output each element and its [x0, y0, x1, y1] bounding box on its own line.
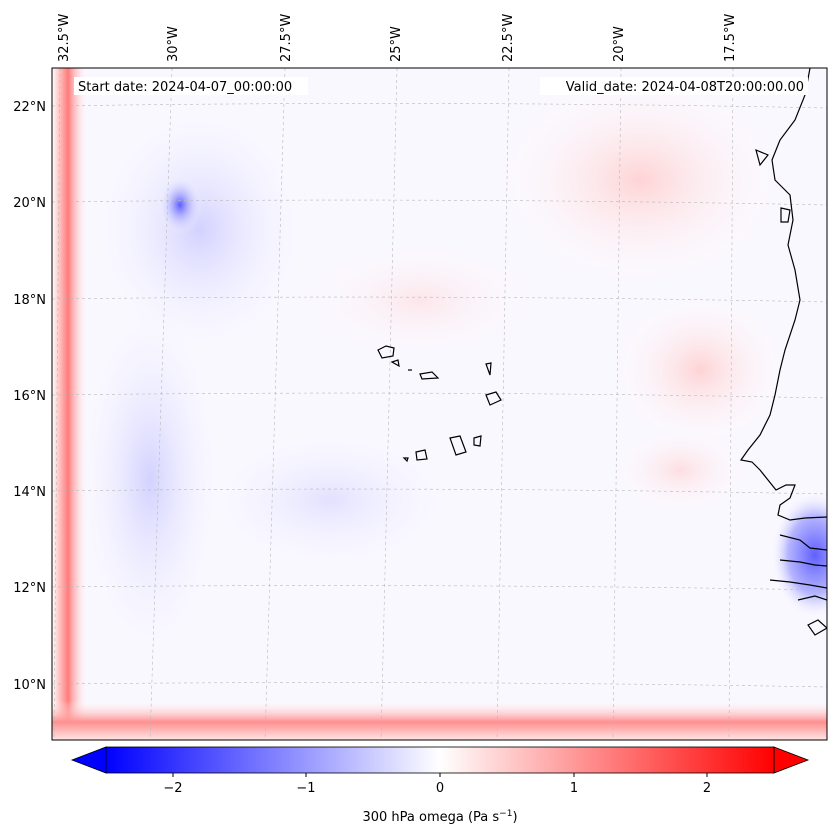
- blue-maximum: [158, 175, 202, 235]
- meridian-25w: [380, 68, 398, 740]
- santo-antao-island: [377, 345, 395, 359]
- colorbar-tick-label: 0: [436, 781, 444, 796]
- lat-label-12n: 12°N: [13, 581, 46, 596]
- blue-region-coast: [770, 490, 827, 620]
- colorbar-title-exponent: −1: [499, 809, 512, 819]
- brava-island: [402, 457, 409, 463]
- meridian-20w: [612, 68, 622, 740]
- sal-island: [485, 362, 492, 376]
- red-region-northeast: [490, 70, 790, 290]
- blue-region-center: [190, 420, 470, 580]
- red-region-southeast: [610, 425, 750, 515]
- red-region-east: [610, 290, 790, 450]
- lon-label-17-5w: 17.5°W: [723, 14, 738, 62]
- omega-field: [52, 68, 827, 740]
- lon-label-22-5w: 22.5°W: [501, 14, 516, 62]
- colorbar-title: 300 hPa omega (Pa s−1): [362, 809, 517, 825]
- parallel-20n: [52, 199, 827, 206]
- colorbar-ticks: [172, 773, 708, 777]
- santiago-island: [449, 435, 467, 456]
- meridian-27-5w: [264, 68, 286, 740]
- colorbar-tick-label: 2: [703, 781, 711, 796]
- meridian-32-5w: [53, 68, 61, 740]
- lon-label-27-5w: 27.5°W: [279, 14, 294, 62]
- banc-arguin-island: [780, 207, 791, 223]
- parallel-10n: [52, 682, 827, 688]
- lat-label-22n: 22°N: [13, 100, 46, 115]
- boa-vista-island: [485, 391, 502, 406]
- lon-label-20w: 20°W: [612, 26, 627, 62]
- lat-label-16n: 16°N: [13, 389, 46, 404]
- valid-date-box: [540, 77, 808, 95]
- start-date-label: Start date: 2024-04-07_00:00:00: [78, 80, 292, 95]
- maio-island: [473, 435, 482, 447]
- cap-blanc: [755, 148, 769, 167]
- valid-date-label: Valid_date: 2024-04-08T20:00:00.00: [566, 80, 804, 95]
- parallel-18n: [52, 296, 827, 303]
- lat-label-18n: 18°N: [13, 293, 46, 308]
- sao-nicolau-island: [419, 371, 440, 380]
- lat-label-14n: 14°N: [13, 485, 46, 500]
- longitude-labels: 32.5°W 30°W 27.5°W 25°W 22.5°W 20°W 17.5…: [57, 14, 738, 62]
- red-boundary-west: [52, 68, 88, 740]
- colorbar-max-extend: [773, 746, 810, 774]
- colorbar-title-main: 300 hPa omega (Pa s: [362, 810, 499, 825]
- gambia-coast: [779, 534, 827, 551]
- start-date-box: [74, 77, 308, 95]
- lon-label-25w: 25°W: [389, 26, 404, 62]
- parallel-14n: [52, 488, 827, 495]
- coastlines: [377, 68, 827, 636]
- guinea-bissau-coast-b: [769, 579, 827, 589]
- colorbar-tick-label: −1: [296, 781, 315, 796]
- red-boundary-south: [52, 700, 827, 740]
- fogo-island: [415, 449, 428, 461]
- colorbar-title-close: ): [512, 810, 517, 825]
- parallel-12n: [52, 585, 827, 591]
- lon-label-32-5w: 32.5°W: [57, 14, 72, 62]
- lat-label-10n: 10°N: [13, 678, 46, 693]
- red-region-north-center: [300, 240, 540, 360]
- latitude-labels: 22°N 20°N 18°N 16°N 14°N 12°N 10°N: [13, 100, 46, 693]
- colorbar-tick-label: 1: [570, 781, 578, 796]
- africa-coastline: [739, 68, 827, 521]
- map-frame: [51, 67, 828, 741]
- lat-label-20n: 20°N: [13, 196, 46, 211]
- lon-label-30w: 30°W: [166, 26, 181, 62]
- meridian-30w: [149, 68, 173, 740]
- colorbar-gradient: [106, 747, 774, 773]
- parallel-16n: [52, 392, 827, 399]
- bijagos-island: [807, 619, 827, 636]
- colorbar: −2 −1 0 1 2 300 hPa omega (Pa s−1): [70, 746, 810, 825]
- guinea-bissau-coast-a: [779, 559, 827, 567]
- meridian-22-5w: [496, 68, 510, 740]
- colorbar-min-extend: [70, 746, 107, 774]
- sao-vicente-island: [390, 359, 400, 368]
- blue-region-west: [70, 280, 230, 680]
- parallel-22n: [52, 103, 827, 109]
- meridian-17-5w: [728, 68, 734, 740]
- map-panel: Start date: 2024-04-07_00:00:00 Valid_da…: [52, 68, 827, 740]
- graticule: [52, 68, 827, 740]
- colorbar-tick-label: −2: [163, 781, 182, 796]
- bijagos-coast: [797, 595, 827, 601]
